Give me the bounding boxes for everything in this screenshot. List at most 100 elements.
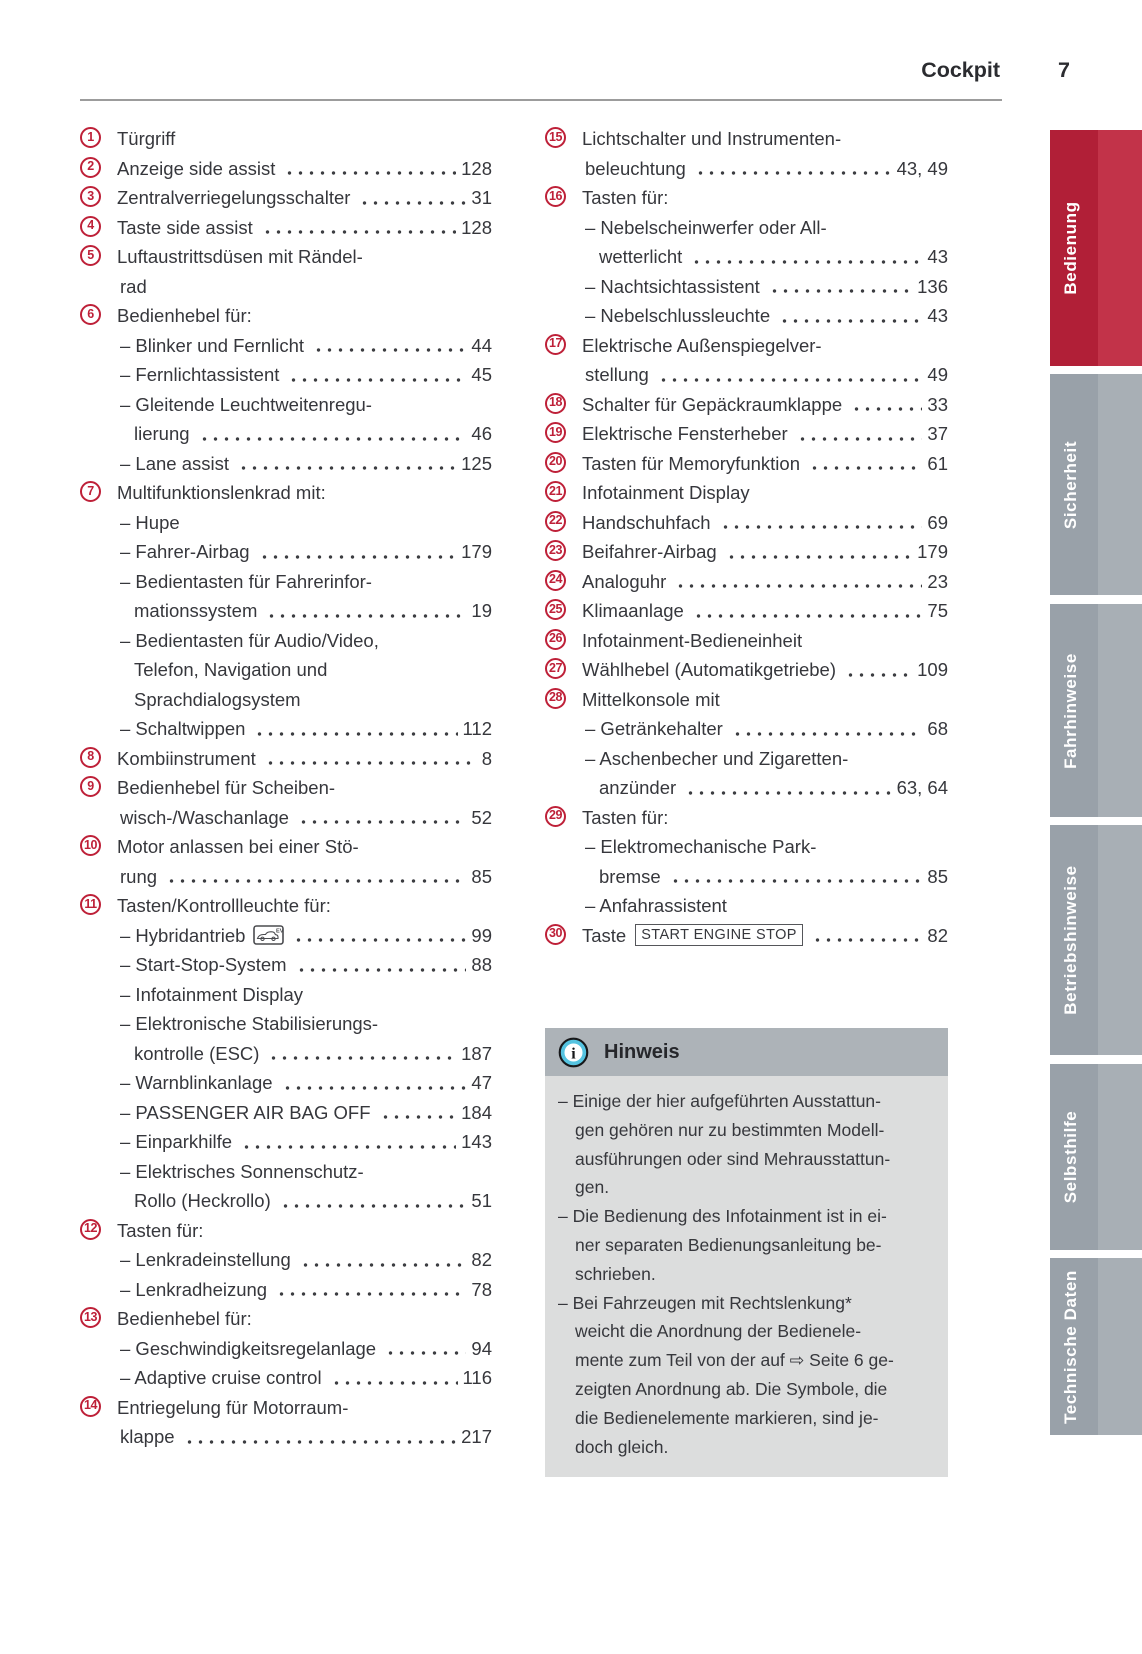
toc-line: – Getränkehalter 68: [545, 714, 948, 744]
toc-label: beleuchtung: [585, 157, 686, 179]
dot-leader: [261, 229, 457, 235]
toc-item: 14 Entriegelung für Motorraum-klappe 217: [80, 1393, 492, 1452]
toc-label: – Lenkradheizung: [120, 1278, 268, 1300]
toc-label: Taste side assist: [117, 216, 253, 238]
toc-item: 13 Bedienhebel für:: [80, 1304, 492, 1334]
toc-line: – Bedientasten für Audio/Video,: [80, 626, 492, 656]
note-body: – Einige der hier aufgeführten Ausstattu…: [545, 1076, 948, 1478]
toc-subitem: – Fernlichtassistent 45: [80, 360, 492, 390]
toc-line: 1 Türgriff: [80, 124, 492, 154]
page-reference: 125: [461, 452, 492, 474]
dot-leader: [183, 1438, 457, 1445]
sidebar-tab-technische-daten: Technische Daten: [1050, 1258, 1142, 1435]
page-reference: 99: [471, 924, 492, 946]
toc-label: Rollo (Heckrollo): [134, 1190, 271, 1211]
page-reference: 69: [927, 511, 948, 533]
dot-leader: [198, 435, 467, 442]
note-box: i Hinweis – Einige der hier aufgeführten…: [545, 1028, 948, 1478]
page-reference: 88: [471, 954, 492, 975]
toc-item: 1 Türgriff: [80, 124, 492, 154]
toc-label: Elektrische Fensterheber: [582, 423, 788, 444]
toc-label: Luftaustrittsdüsen mit Rändel-: [117, 246, 363, 267]
page-reference: 37: [927, 423, 948, 444]
toc-line: – Adaptive cruise control 116: [80, 1363, 492, 1393]
toc-label: – PASSENGER AIR BAG OFF: [120, 1101, 371, 1123]
toc-line: 26 Infotainment-Bedieneinheit: [545, 626, 948, 656]
toc-subitem: – Schaltwippen 112: [80, 714, 492, 744]
toc-line: 4 Taste side assist 128: [80, 213, 492, 243]
page-reference: 45: [471, 364, 492, 385]
page-reference: 85: [471, 865, 492, 887]
toc-line: – Nebelscheinwerfer oder All-: [545, 213, 948, 243]
item-number-badge: 27: [545, 658, 566, 679]
item-number-badge: 3: [80, 186, 101, 207]
dot-leader: [675, 583, 923, 589]
toc-subitem: – Bedientasten für Audio/Video, Telefon, …: [80, 626, 492, 715]
toc-line: 5 Luftaustrittsdüsen mit Rändel-: [80, 242, 492, 272]
page-reference: 128: [461, 157, 492, 179]
toc-item: 17 Elektrische Außenspiegelver-stellung 49: [545, 331, 948, 390]
toc-subitem: – Blinker und Fernlicht 44: [80, 331, 492, 361]
toc-line: wetterlicht 43: [545, 242, 948, 272]
toc-line: – Nebelschlussleuchte 43: [545, 301, 948, 331]
dot-leader: [719, 524, 923, 530]
item-number-badge: 11: [80, 894, 101, 915]
dot-leader: [258, 553, 457, 560]
toc-line: – Hybridantrieb EV 99: [80, 921, 492, 951]
toc-subitem: – Getränkehalter 68: [545, 714, 948, 744]
toc-label: – Elektrisches Sonnenschutz-: [120, 1160, 364, 1182]
toc-item: 3 Zentralverriegelungsschalter 31: [80, 183, 492, 213]
toc-line: 11 Tasten/Kontrollleuchte für:: [80, 891, 492, 921]
toc-subitem: – Adaptive cruise control 116: [80, 1363, 492, 1393]
toc-line: 3 Zentralverriegelungsschalter 31: [80, 183, 492, 213]
item-number-badge: 13: [80, 1307, 101, 1328]
toc-label: Kombiinstrument: [117, 747, 256, 769]
toc-item: 18 Schalter für Gepäckraumklappe 33: [545, 390, 948, 420]
dot-leader: [657, 376, 923, 383]
toc-subitem: – Geschwindigkeitsregelanlage 94: [80, 1334, 492, 1364]
toc-label: Tasten für:: [117, 1219, 204, 1241]
toc-label: Infotainment-Bedieneinheit: [582, 629, 803, 651]
item-number-badge: 4: [80, 215, 101, 237]
info-icon: i: [558, 1037, 589, 1068]
toc-item: 24 Analoguhr 23: [545, 567, 948, 597]
sidebar-tab-bedienung: Bedienung: [1050, 130, 1142, 366]
item-number-badge: 9: [80, 776, 101, 797]
toc-line: 2 Anzeige side assist 128: [80, 154, 492, 184]
toc-subitem: – Warnblinkanlage 47: [80, 1068, 492, 1098]
toc-label: Taste: [582, 924, 627, 946]
dot-leader: [284, 170, 457, 176]
toc-item: 20 Tasten für Memoryfunktion 61: [545, 449, 948, 479]
sidebar-tab-betriebshinweise: Betriebshinweise: [1050, 825, 1142, 1055]
page-reference: 94: [471, 1337, 492, 1359]
toc-column-right: 15 Lichtschalter und Instrumenten-beleuch…: [545, 124, 948, 950]
toc-label: Telefon, Navigation und: [134, 659, 328, 680]
toc-subitem: – Gleitende Leuchtweitenregu-lierung 46: [80, 390, 492, 449]
item-number-badge: 26: [545, 628, 566, 650]
item-number-badge: 1: [80, 127, 101, 148]
dot-leader: [268, 1055, 457, 1061]
toc-line: – Lenkradeinstellung 82: [80, 1245, 492, 1275]
toc-label: Bedienhebel für:: [117, 1308, 252, 1329]
toc-line: 15 Lichtschalter und Instrumenten-: [545, 124, 948, 154]
toc-subitem: – Anfahrassistent: [545, 891, 948, 921]
page-reference: 78: [471, 1278, 492, 1300]
item-number-badge: 20: [545, 451, 566, 473]
toc-item: 15 Lichtschalter und Instrumenten-beleuch…: [545, 124, 948, 183]
toc-label: – Adaptive cruise control: [120, 1367, 322, 1388]
page-reference: 85: [927, 865, 948, 887]
note-line: mente zum Teil von der auf ⇨ Seite 6 ge-: [575, 1350, 894, 1371]
toc-line: anzünder 63, 64: [545, 773, 948, 803]
toc-item: 5 Luftaustrittsdüsen mit Rändel-rad: [80, 242, 492, 301]
toc-label: – Anfahrassistent: [585, 895, 727, 916]
toc-line: 12 Tasten für:: [80, 1216, 492, 1246]
ev-car-icon: EV: [253, 924, 285, 945]
page-reference: 47: [471, 1072, 492, 1093]
dot-leader: [385, 1350, 467, 1356]
toc-line: Sprachdialogsystem: [80, 685, 492, 715]
item-number-badge: 7: [80, 481, 101, 502]
toc-label: Mittelkonsole mit: [582, 688, 720, 710]
toc-label: lierung: [134, 423, 190, 444]
sidebar-tab-label: Sicherheit: [1061, 440, 1080, 529]
toc-label: klappe: [120, 1426, 175, 1447]
